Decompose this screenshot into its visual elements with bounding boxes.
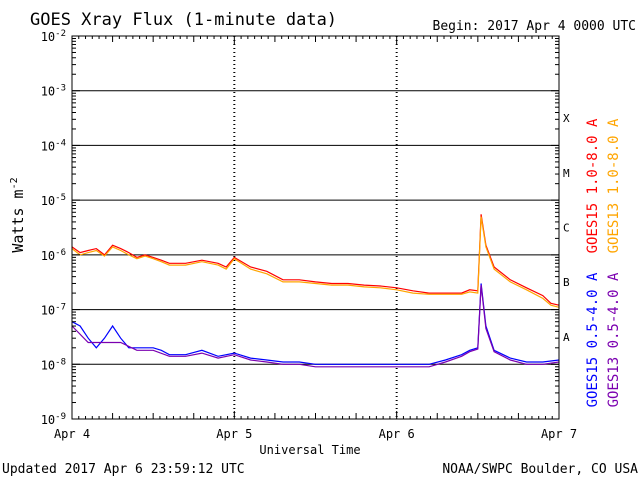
- y-tick-label: 10-2: [41, 29, 66, 44]
- y-tick-label: 10-3: [41, 84, 66, 99]
- grid-layer: [72, 36, 559, 419]
- y-axis-label-text: Watts m: [9, 189, 27, 252]
- legend-label: GOES15 0.5-4.0 A: [585, 272, 601, 407]
- x-tick-label: Apr 7: [541, 427, 577, 441]
- legend-entry: GOES13 1.0-8.0 A: [606, 118, 622, 253]
- flare-class-label: X: [563, 112, 570, 125]
- y-axis-label-exponent: -2: [9, 177, 20, 189]
- y-tick-label: 10-8: [41, 357, 66, 372]
- x-tick-label: Apr 6: [379, 427, 415, 441]
- series-line-1: [71, 214, 560, 306]
- y-tick-label: 10-9: [41, 412, 66, 427]
- y-tick-label: 10-7: [41, 303, 66, 318]
- flare-class-label: B: [563, 276, 570, 289]
- y-axis-label: Watts m-2: [9, 177, 27, 252]
- y-tick-label: 10-5: [41, 193, 66, 208]
- begin-time-label: Begin: 2017 Apr 4 0000 UTC: [433, 19, 637, 34]
- legend-label: GOES13 1.0-8.0 A: [606, 118, 622, 253]
- legend-label: GOES15 1.0-8.0 A: [585, 118, 601, 253]
- series-line-2: [71, 216, 560, 308]
- x-axis-label: Universal Time: [259, 443, 360, 457]
- series-line-4: [71, 285, 560, 368]
- legend-entry: GOES15 0.5-4.0 A: [585, 272, 601, 407]
- legend-entry: GOES13 0.5-4.0 A: [606, 272, 622, 407]
- legend-entry: GOES15 1.0-8.0 A: [585, 118, 601, 253]
- flare-class-label: A: [563, 331, 570, 344]
- y-tick-label: 10-6: [41, 248, 66, 263]
- x-tick-label: Apr 4: [54, 427, 90, 441]
- series-layer: [71, 214, 560, 368]
- plot-frame: [71, 35, 560, 420]
- updated-timestamp: Updated 2017 Apr 6 23:59:12 UTC: [2, 462, 245, 477]
- flare-class-label: C: [563, 222, 570, 235]
- chart-title: GOES Xray Flux (1-minute data): [30, 10, 337, 30]
- legend-label: GOES13 0.5-4.0 A: [606, 272, 622, 407]
- flare-class-label: M: [563, 167, 570, 180]
- axis-layer: 10-9 10-8 10-7 10-6 10-5 10-4 10-3 10-2 Apr 4 Apr…: [41, 29, 577, 441]
- legend: GOES15 1.0-8.0 A GOES13 1.0-8.0 A GOES15 0…: [585, 118, 622, 407]
- credit-label: NOAA/SWPC Boulder, CO USA: [442, 462, 638, 477]
- y-tick-label: 10-4: [41, 138, 66, 153]
- x-tick-label: Apr 5: [216, 427, 252, 441]
- svg-text:Watts m-2: Watts m-2: [9, 177, 27, 252]
